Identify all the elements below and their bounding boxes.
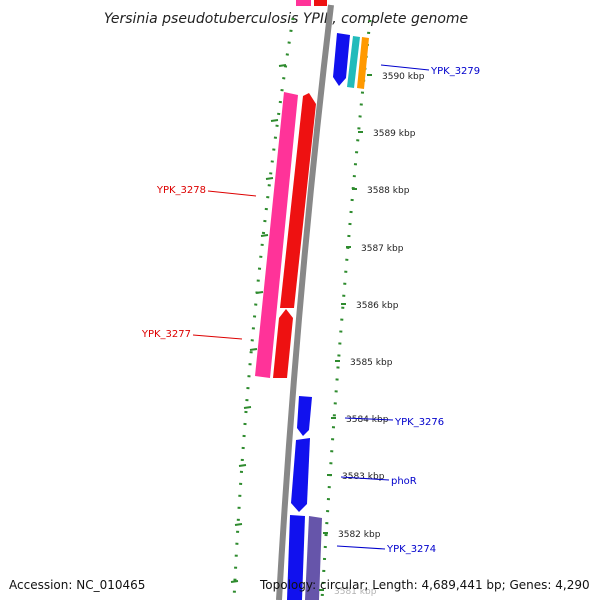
genome-backbone bbox=[276, 4, 334, 600]
gene-label-leader bbox=[336, 545, 386, 550]
outer-tick-mark bbox=[260, 234, 269, 237]
tick-marks: 3590 kbp 3589 kbp 3588 kbp 3587 kbp 3586 kbp… bbox=[230, 64, 425, 597]
gene-feature-ypk3277 bbox=[273, 309, 293, 378]
gene-label[interactable]: YPK_3276 bbox=[394, 417, 444, 428]
gene-label-leader bbox=[192, 334, 243, 340]
gene-label-leader bbox=[380, 64, 430, 71]
gene-label[interactable]: phoR bbox=[391, 476, 417, 487]
gene-label[interactable]: YPK_3277 bbox=[141, 329, 191, 340]
gene-feature-ypk3274 bbox=[287, 515, 305, 600]
tick-label: 3584 kbp bbox=[346, 415, 389, 425]
gene-label[interactable]: YPK_3278 bbox=[156, 185, 206, 196]
gene-feature-top-red bbox=[314, 0, 327, 6]
outer-tick-mark bbox=[270, 119, 279, 122]
gene-labels: YPK_3279 YPK_3278 YPK_3277 YPK_3276 phoR YPK_… bbox=[141, 64, 480, 555]
outer-tick-mark bbox=[278, 64, 287, 67]
gene-label-leader bbox=[207, 190, 257, 197]
gene-feature-ypk3274-purple bbox=[305, 516, 322, 600]
tick-label: 3581 kbp bbox=[334, 587, 377, 597]
accession-text: Accession: NC_010465 bbox=[9, 578, 146, 592]
tick-label: 3585 kbp bbox=[350, 358, 393, 368]
dotted-rings bbox=[232, 17, 372, 600]
outer-tick-mark bbox=[238, 464, 247, 467]
gene-feature-phoR bbox=[291, 438, 310, 512]
gene-feature-top-pink bbox=[296, 0, 311, 6]
tick-label: 3586 kbp bbox=[356, 301, 399, 311]
gene-label-leader bbox=[344, 417, 394, 421]
tick-label: 3582 kbp bbox=[338, 530, 381, 540]
gene-feature-ypk3279-blue bbox=[333, 33, 350, 86]
gene-feature-pink-long bbox=[255, 92, 298, 378]
gene-feature-ypk3276 bbox=[297, 396, 312, 436]
map-title: Yersinia pseudotuberculosis YPIII, compl… bbox=[104, 11, 468, 27]
dotted-ring-outer bbox=[232, 17, 295, 600]
tick-label: 3590 kbp bbox=[382, 72, 425, 82]
outer-tick-mark bbox=[255, 291, 264, 294]
gene-feature-ypk3279-orange bbox=[357, 37, 369, 89]
outer-tick-mark bbox=[265, 177, 274, 180]
gene-label[interactable]: YPK_3279 bbox=[430, 66, 480, 77]
outer-tick-mark bbox=[249, 348, 258, 351]
topology-text: Topology: circular; Length: 4,689,441 bp… bbox=[260, 578, 590, 592]
outer-tick-mark bbox=[234, 523, 243, 526]
tick-label: 3587 kbp bbox=[361, 244, 404, 254]
gene-label-leader bbox=[340, 476, 390, 481]
tick-label: 3583 kbp bbox=[342, 472, 385, 482]
gene-feature-ypk3278 bbox=[280, 93, 316, 308]
outer-tick-mark bbox=[243, 406, 252, 409]
gene-features bbox=[255, 0, 369, 600]
outer-tick-mark bbox=[230, 580, 239, 583]
gene-label[interactable]: YPK_3274 bbox=[386, 544, 436, 555]
tick-label: 3589 kbp bbox=[373, 129, 416, 139]
gene-feature-ypk3279-teal bbox=[347, 36, 360, 88]
tick-label: 3588 kbp bbox=[367, 186, 410, 196]
